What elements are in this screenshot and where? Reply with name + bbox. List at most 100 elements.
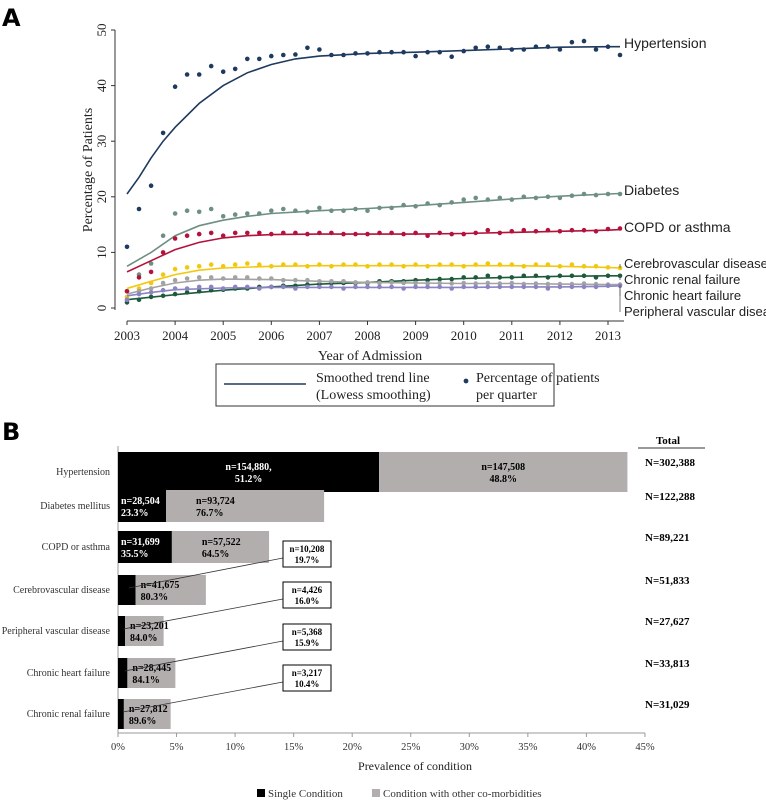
- point-hypertension: [461, 48, 467, 54]
- point-peripheral-vascular-disease: [184, 286, 190, 291]
- callout-label-n-peripheral-vascular-disease: n=4,426: [292, 585, 323, 595]
- point-diabetes: [305, 209, 310, 215]
- point-diabetes: [365, 208, 370, 213]
- point-copd-or-asthma: [545, 227, 551, 233]
- legend-trend-label-1: Smoothed trend line: [316, 371, 430, 386]
- point-chronic-renal-failure: [148, 294, 154, 300]
- point-hypertension: [485, 44, 491, 49]
- point-copd-or-asthma: [533, 229, 539, 234]
- point-chronic-heart-failure: [341, 279, 346, 284]
- point-peripheral-vascular-disease: [341, 286, 346, 291]
- legend-point-swatch: [463, 378, 469, 384]
- point-chronic-heart-failure: [160, 280, 166, 286]
- callout-label-n-chronic-renal-failure: n=3,217: [292, 668, 323, 678]
- point-copd-or-asthma: [461, 231, 467, 237]
- point-cerebrovascular-disease: [220, 264, 226, 269]
- point-diabetes: [172, 211, 178, 216]
- series-label-hypertension: Hypertension: [624, 35, 707, 51]
- point-hypertension: [365, 51, 370, 56]
- series-label-copd-or-asthma: COPD or asthma: [624, 219, 731, 235]
- x-tick-label-2011: 2011: [499, 328, 525, 343]
- point-cerebrovascular-disease: [389, 262, 394, 267]
- point-peripheral-vascular-disease: [473, 284, 479, 290]
- point-copd-or-asthma: [220, 233, 226, 238]
- category-label-hypertension: Hypertension: [56, 467, 110, 478]
- point-hypertension: [160, 130, 166, 136]
- point-peripheral-vascular-disease: [124, 297, 130, 303]
- point-hypertension: [172, 84, 178, 89]
- point-peripheral-vascular-disease: [353, 284, 358, 290]
- y-tick-label-10: 10: [94, 246, 109, 259]
- point-diabetes: [281, 206, 286, 212]
- point-hypertension: [317, 47, 322, 52]
- point-hypertension: [341, 52, 346, 58]
- callout-label-pct-peripheral-vascular-disease: 16.0%: [295, 596, 320, 606]
- x-tick-label-2005: 2005: [210, 328, 236, 343]
- callout-box-chronic-heart-failure: [282, 623, 332, 651]
- point-hypertension: [377, 49, 382, 55]
- point-diabetes: [148, 261, 154, 266]
- point-copd-or-asthma: [593, 229, 599, 234]
- bar-multi-diabetes-mellitus: [166, 490, 325, 522]
- point-chronic-heart-failure: [269, 276, 274, 281]
- point-peripheral-vascular-disease: [401, 286, 406, 291]
- total-peripheral-vascular-disease: N=27,627: [645, 616, 690, 628]
- point-peripheral-vascular-disease: [545, 286, 551, 291]
- point-chronic-heart-failure: [196, 275, 202, 280]
- point-diabetes: [220, 214, 226, 219]
- point-chronic-renal-failure: [581, 273, 587, 279]
- callout-box-chronic-renal-failure: [282, 664, 332, 692]
- point-cerebrovascular-disease: [208, 262, 214, 267]
- point-hypertension: [148, 183, 154, 188]
- x-tick-label-2004: 2004: [162, 328, 189, 343]
- point-cerebrovascular-disease: [232, 262, 238, 267]
- point-hypertension: [257, 56, 262, 62]
- point-chronic-heart-failure: [148, 286, 154, 291]
- point-peripheral-vascular-disease: [413, 284, 418, 290]
- point-copd-or-asthma: [425, 233, 430, 238]
- point-peripheral-vascular-disease: [172, 286, 178, 291]
- callout-box-peripheral-vascular-disease: [282, 581, 332, 609]
- point-cerebrovascular-disease: [269, 264, 274, 269]
- point-chronic-heart-failure: [365, 280, 370, 285]
- callout-leader-cerebrovascular-disease: [128, 557, 284, 589]
- point-chronic-heart-failure: [401, 280, 406, 286]
- bar-multi-label-pct-diabetes-mellitus: 76.7%: [196, 508, 224, 519]
- callout-label-n-chronic-heart-failure: n=5,368: [292, 627, 323, 637]
- point-peripheral-vascular-disease: [196, 284, 202, 290]
- legend-trend-label-2: (Lowess smoothing): [316, 388, 431, 403]
- point-diabetes: [425, 201, 430, 206]
- x-tick-label-2007: 2007: [306, 328, 333, 343]
- point-diabetes: [293, 208, 298, 213]
- point-hypertension: [389, 49, 394, 55]
- b-x-tick-label-15: 15%: [284, 742, 304, 753]
- x-tick-label-2012: 2012: [547, 328, 573, 343]
- point-peripheral-vascular-disease: [449, 286, 455, 291]
- point-copd-or-asthma: [184, 233, 190, 238]
- callout-label-pct-chronic-renal-failure: 10.4%: [295, 679, 320, 689]
- point-copd-or-asthma: [473, 230, 479, 236]
- point-copd-or-asthma: [569, 227, 575, 233]
- point-chronic-heart-failure: [425, 281, 430, 286]
- point-cerebrovascular-disease: [581, 264, 587, 269]
- bar-multi-hypertension: [379, 452, 628, 492]
- point-cerebrovascular-disease: [533, 262, 539, 267]
- point-diabetes: [401, 202, 406, 208]
- point-chronic-heart-failure: [245, 275, 250, 280]
- legend-multi-label: Condition with other co-morbidities: [383, 788, 542, 800]
- point-chronic-renal-failure: [473, 275, 479, 280]
- panel-a-series: [124, 38, 623, 305]
- point-diabetes: [317, 205, 322, 211]
- point-copd-or-asthma: [389, 230, 394, 236]
- callout-label-pct-chronic-heart-failure: 15.9%: [295, 638, 320, 648]
- point-hypertension: [232, 66, 238, 72]
- callout-leader-chronic-heart-failure: [124, 640, 284, 672]
- point-hypertension: [449, 54, 455, 59]
- point-peripheral-vascular-disease: [257, 286, 262, 291]
- point-copd-or-asthma: [437, 230, 443, 236]
- series-label-cerebrovascular-disease: Cerebrovascular disease: [624, 256, 766, 271]
- series-label-chronic-renal-failure: Chronic renal failure: [624, 272, 740, 287]
- point-hypertension: [581, 38, 587, 44]
- point-chronic-heart-failure: [509, 280, 515, 286]
